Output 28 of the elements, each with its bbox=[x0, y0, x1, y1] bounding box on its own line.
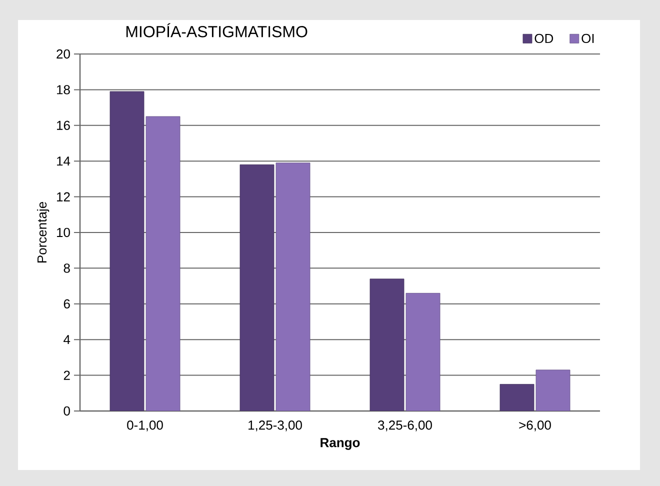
y-tick-label: 4 bbox=[64, 335, 70, 344]
legend-label: OI bbox=[582, 34, 594, 44]
bar bbox=[500, 384, 534, 411]
y-tick-label: 14 bbox=[57, 156, 70, 166]
x-tick-label: 3,25-6,00 bbox=[378, 420, 432, 432]
x-tick-label: >6,00 bbox=[519, 420, 551, 432]
x-tick-label: 1,25-3,00 bbox=[248, 420, 302, 432]
chart-title: MIOPÍA-ASTIGMATISMO bbox=[126, 23, 308, 38]
y-tick-label: 6 bbox=[64, 299, 70, 308]
y-tick-label: 16 bbox=[57, 120, 70, 130]
y-tick-label: 18 bbox=[57, 85, 70, 94]
x-tick-label: 0-1,00 bbox=[127, 420, 163, 432]
y-tick-label: 2 bbox=[64, 370, 70, 380]
y-tick-label: 20 bbox=[56, 49, 70, 59]
y-tick-label: 12 bbox=[57, 192, 70, 202]
bar bbox=[370, 278, 404, 411]
y-tick-label: 10 bbox=[57, 228, 70, 238]
bar bbox=[146, 116, 180, 411]
bar bbox=[276, 162, 310, 411]
bar bbox=[240, 164, 274, 411]
bar bbox=[406, 292, 440, 411]
y-tick-label: 0 bbox=[64, 406, 70, 416]
y-axis-title: Porcentaje bbox=[37, 202, 50, 262]
y-tick-label: 8 bbox=[64, 264, 70, 273]
bar bbox=[110, 91, 144, 411]
x-axis-title: Rango bbox=[320, 438, 360, 450]
legend-label: OD bbox=[534, 34, 554, 44]
bar bbox=[536, 370, 570, 411]
